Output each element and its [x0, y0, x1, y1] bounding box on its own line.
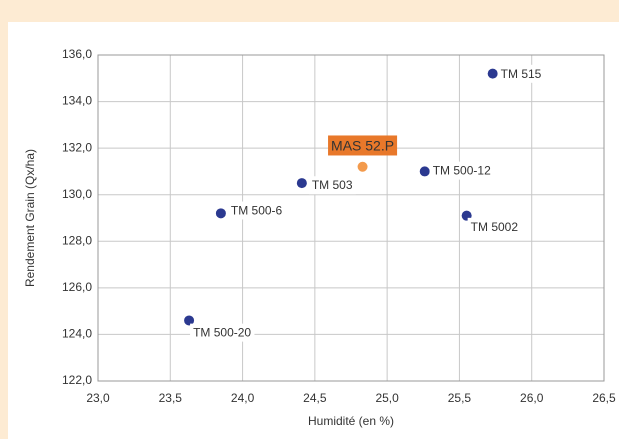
point-label-bg [467, 217, 522, 236]
point-label: TM 503 [312, 178, 353, 192]
point-label-bg [497, 64, 545, 83]
point-label: TM 5002 [471, 220, 519, 234]
y-tick-label: 122,0 [62, 373, 92, 387]
point-label-bg [328, 135, 398, 156]
x-axis-title: Humidité (en %) [308, 414, 394, 428]
point-label: MAS 52.P [331, 137, 394, 153]
y-tick-label: 126,0 [62, 280, 92, 294]
point-label-bg [190, 323, 255, 342]
x-tick-label: 26,5 [592, 391, 616, 405]
x-tick-label: 25,0 [375, 391, 399, 405]
y-tick-label: 124,0 [62, 327, 92, 341]
y-tick-label: 128,0 [62, 233, 92, 247]
point-label: TM 500-6 [231, 204, 283, 218]
y-tick-label: 130,0 [62, 187, 92, 201]
point [419, 166, 430, 177]
point [215, 208, 226, 219]
x-tick-label: 25,5 [448, 391, 472, 405]
x-tick-label: 23,5 [159, 391, 183, 405]
x-tick-label: 26,0 [520, 391, 544, 405]
y-tick-label: 136,0 [62, 47, 92, 61]
y-tick-label: 132,0 [62, 140, 92, 154]
point-label: TM 500-12 [433, 164, 491, 178]
point [184, 315, 195, 326]
x-tick-label: 24,5 [303, 391, 327, 405]
y-axis-title: Rendement Grain (Qx/ha) [23, 149, 37, 287]
x-tick-label: 24,0 [231, 391, 255, 405]
point [487, 68, 498, 79]
point-label-bg [308, 176, 356, 195]
y-tick-label: 134,0 [62, 94, 92, 108]
plot-border [97, 54, 605, 382]
point-label: TM 500-20 [193, 326, 251, 340]
panel [8, 22, 619, 439]
point-label-bg [429, 161, 495, 180]
point-label: TM 515 [501, 67, 542, 81]
x-tick-label: 23,0 [86, 391, 110, 405]
point [296, 178, 307, 189]
point [357, 161, 368, 172]
point-label-bg [227, 201, 286, 220]
